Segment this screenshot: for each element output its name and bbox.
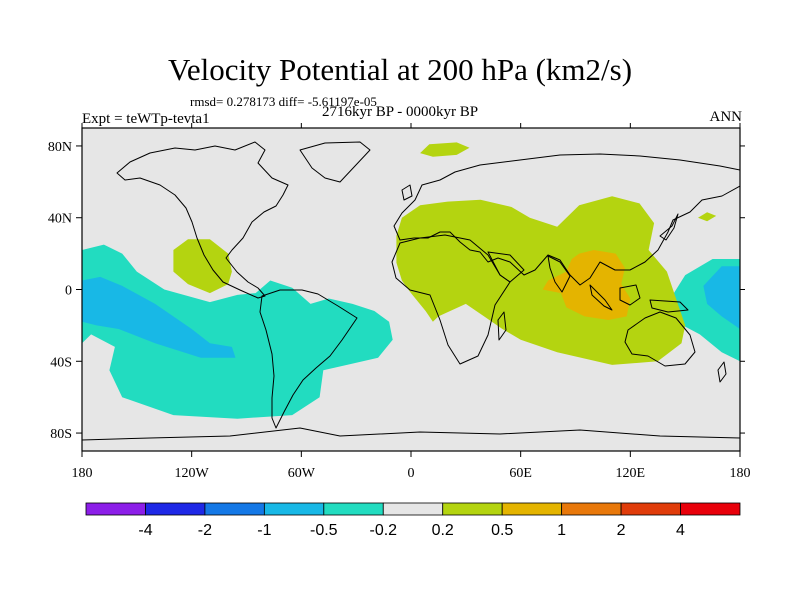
- colorbar-label: -4: [138, 522, 152, 539]
- season-label: ANN: [709, 109, 743, 125]
- colorbar-swatch: [85, 502, 146, 516]
- y-tick-label: 80S: [50, 427, 72, 442]
- coast-australia: [624, 311, 696, 367]
- coast-borneo: [619, 284, 641, 306]
- x-tick-label: 120E: [616, 466, 646, 481]
- region-north-atlantic-positive: [420, 142, 470, 157]
- colorbar-swatch: [442, 502, 503, 516]
- period-label: 2716kyr BP - 0000kyr BP: [322, 104, 479, 120]
- coast-arabia: [487, 251, 525, 283]
- coast-india: [547, 255, 571, 293]
- colorbar-swatch: [323, 502, 384, 516]
- colorbar-swatch: [561, 502, 622, 516]
- x-tick-label: 60E: [509, 466, 532, 481]
- colorbar-swatch: [145, 502, 206, 516]
- coast-eurasia: [393, 153, 740, 286]
- coast-sumatra: [589, 284, 613, 311]
- y-tick-label: 0: [65, 284, 72, 299]
- contour-fills: [82, 142, 740, 419]
- coast-madagascar: [497, 311, 507, 341]
- coast-africa: [391, 234, 511, 365]
- coast-antarctica: [82, 427, 740, 441]
- axis-ticks: 180 120W 60W 0 60E 120E 180 80N 40N 0 40S 80S: [48, 123, 751, 481]
- coast-north-america: [116, 141, 289, 299]
- coast-south-america: [259, 289, 358, 429]
- colorbar-swatch: [620, 502, 681, 516]
- region-indo-pacific-positive-2: [542, 250, 631, 320]
- experiment-label: Expt = teWTp-tevta1: [82, 111, 210, 127]
- region-pacific-tropical-negative-2: [82, 276, 236, 358]
- colorbar-label: 4: [676, 522, 685, 539]
- colorbar-label: 0.5: [491, 522, 513, 539]
- colorbar-label: -0.2: [370, 522, 398, 539]
- region-pacific-small-positive: [698, 212, 717, 222]
- region-eastern-hemisphere-positive: [396, 196, 686, 365]
- colorbar-label: -2: [198, 522, 212, 539]
- y-tick-label: 80N: [48, 140, 72, 155]
- coast-japan: [659, 213, 679, 241]
- colorbar-swatch: [680, 502, 741, 516]
- region-pacific-tropical-negative-1: [82, 244, 393, 419]
- colorbar-label: 0.2: [432, 522, 454, 539]
- region-west-pacific-negative-2: [703, 266, 740, 329]
- colorbar-label: -1: [257, 522, 271, 539]
- colorbar-swatch: [501, 502, 563, 516]
- colorbar: -4 -2 -1 -0.5 -0.2 0.2 0.5 1 2 4: [85, 502, 741, 539]
- stats-text: rmsd= 0.278173 diff= -5.61197e-05: [190, 94, 377, 109]
- x-tick-label: 60W: [288, 466, 316, 481]
- y-tick-label: 40S: [50, 355, 72, 370]
- colorbar-swatch: [382, 502, 444, 516]
- coastlines: [82, 141, 740, 441]
- page-title: Velocity Potential at 200 hPa (km2/s): [167, 52, 633, 87]
- colorbar-swatch: [204, 502, 265, 516]
- coast-greenland: [299, 141, 371, 183]
- y-tick-label: 40N: [48, 212, 72, 227]
- coast-uk: [401, 184, 413, 201]
- colorbar-swatch: [263, 502, 325, 516]
- x-tick-label: 120W: [175, 466, 210, 481]
- x-tick-label: 180: [72, 466, 93, 481]
- coast-new-guinea: [649, 299, 689, 313]
- region-north-pacific-positive: [173, 239, 232, 294]
- x-tick-label: 0: [408, 466, 415, 481]
- coast-new-zealand: [717, 361, 727, 383]
- x-tick-label: 180: [730, 466, 751, 481]
- colorbar-label: 2: [617, 522, 626, 539]
- colorbar-label: -0.5: [310, 522, 338, 539]
- colorbar-label: 1: [557, 522, 566, 539]
